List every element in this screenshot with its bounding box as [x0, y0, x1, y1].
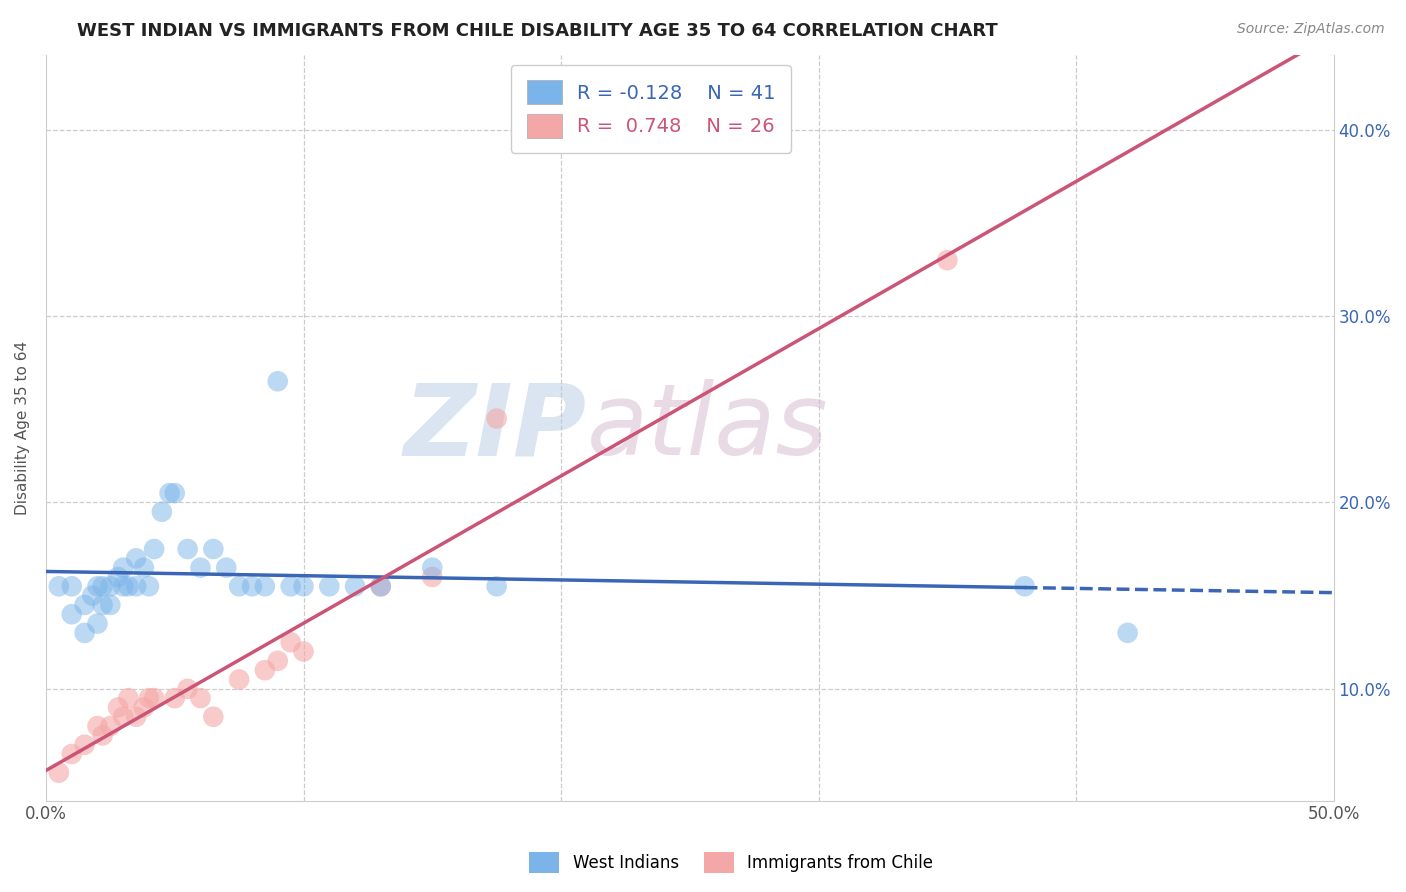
Point — [112, 560, 135, 574]
Point — [267, 654, 290, 668]
Point — [240, 579, 263, 593]
Point — [370, 579, 392, 593]
Point — [125, 579, 148, 593]
Point — [370, 579, 392, 593]
Point — [280, 635, 302, 649]
Point — [253, 663, 276, 677]
Point — [1014, 579, 1036, 593]
Point — [91, 579, 114, 593]
Text: Source: ZipAtlas.com: Source: ZipAtlas.com — [1237, 22, 1385, 37]
Point — [163, 486, 186, 500]
Text: atlas: atlas — [586, 379, 828, 476]
Point — [163, 691, 186, 706]
Point — [190, 560, 212, 574]
Point — [485, 411, 508, 425]
Legend: West Indians, Immigrants from Chile: West Indians, Immigrants from Chile — [523, 846, 939, 880]
Point — [280, 579, 302, 593]
Point — [176, 681, 198, 696]
Point — [143, 691, 166, 706]
Point — [82, 589, 104, 603]
Point — [138, 579, 160, 593]
Point — [228, 673, 250, 687]
Point — [48, 579, 70, 593]
Point — [228, 579, 250, 593]
Point — [112, 579, 135, 593]
Point — [936, 253, 959, 268]
Point — [86, 579, 108, 593]
Point — [138, 691, 160, 706]
Point — [86, 719, 108, 733]
Point — [343, 579, 366, 593]
Point — [112, 710, 135, 724]
Point — [132, 560, 155, 574]
Point — [202, 710, 225, 724]
Point — [318, 579, 340, 593]
Point — [190, 691, 212, 706]
Point — [1116, 626, 1139, 640]
Point — [202, 541, 225, 556]
Point — [117, 691, 139, 706]
Point — [143, 541, 166, 556]
Point — [420, 570, 443, 584]
Point — [60, 579, 83, 593]
Legend: R = -0.128    N = 41, R =  0.748    N = 26: R = -0.128 N = 41, R = 0.748 N = 26 — [512, 65, 792, 153]
Point — [48, 765, 70, 780]
Text: WEST INDIAN VS IMMIGRANTS FROM CHILE DISABILITY AGE 35 TO 64 CORRELATION CHART: WEST INDIAN VS IMMIGRANTS FROM CHILE DIS… — [77, 22, 998, 40]
Point — [91, 598, 114, 612]
Point — [98, 579, 121, 593]
Point — [253, 579, 276, 593]
Point — [485, 579, 508, 593]
Point — [215, 560, 238, 574]
Point — [150, 505, 173, 519]
Point — [86, 616, 108, 631]
Point — [60, 607, 83, 622]
Point — [91, 728, 114, 742]
Point — [73, 626, 96, 640]
Point — [98, 598, 121, 612]
Point — [125, 551, 148, 566]
Point — [159, 486, 181, 500]
Point — [420, 560, 443, 574]
Point — [117, 579, 139, 593]
Point — [60, 747, 83, 761]
Point — [73, 738, 96, 752]
Y-axis label: Disability Age 35 to 64: Disability Age 35 to 64 — [15, 341, 30, 515]
Point — [132, 700, 155, 714]
Point — [292, 579, 315, 593]
Point — [107, 700, 129, 714]
Point — [107, 570, 129, 584]
Point — [125, 710, 148, 724]
Point — [292, 644, 315, 658]
Point — [98, 719, 121, 733]
Text: ZIP: ZIP — [404, 379, 586, 476]
Point — [267, 374, 290, 388]
Point — [73, 598, 96, 612]
Point — [176, 541, 198, 556]
